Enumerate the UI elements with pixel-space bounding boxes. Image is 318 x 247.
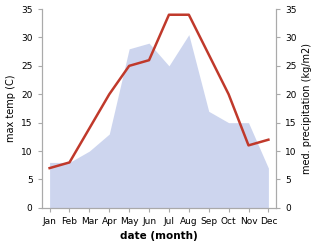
Y-axis label: max temp (C): max temp (C) bbox=[5, 75, 16, 142]
X-axis label: date (month): date (month) bbox=[120, 231, 198, 242]
Y-axis label: med. precipitation (kg/m2): med. precipitation (kg/m2) bbox=[302, 43, 313, 174]
